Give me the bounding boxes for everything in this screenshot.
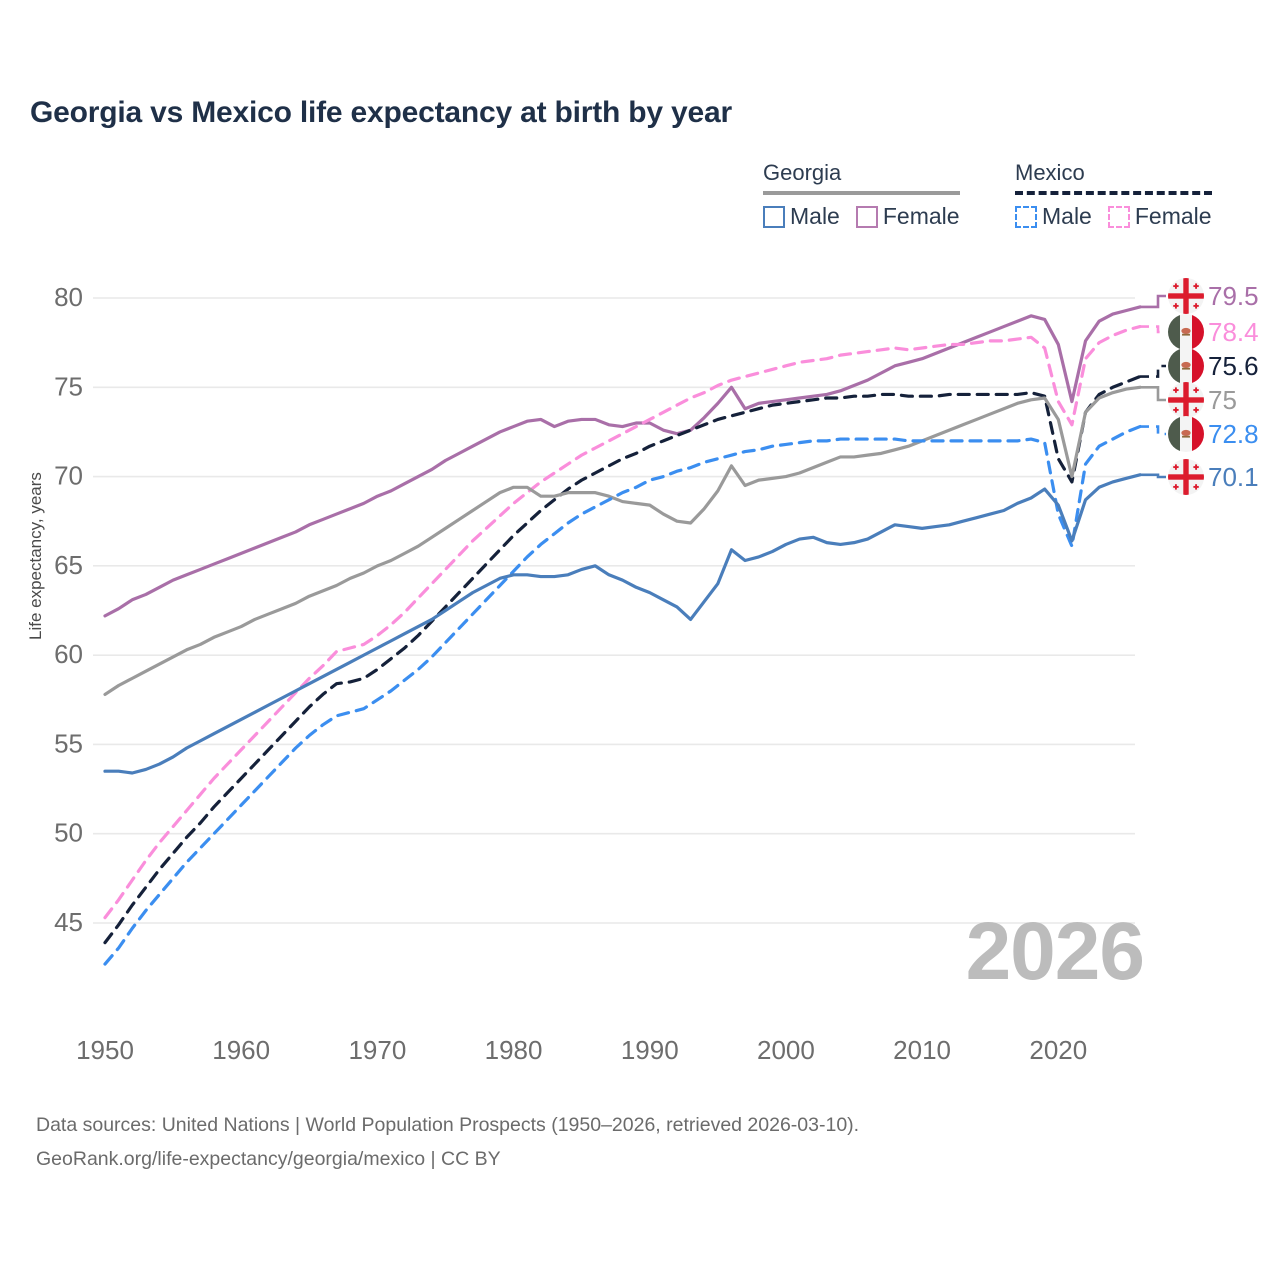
end-value-label: 70.1: [1208, 462, 1259, 492]
series-line: [103, 424, 1142, 966]
end-label-leader-line: [1140, 386, 1166, 402]
end-label-leader-line: [1140, 473, 1166, 479]
legend-item-label: Male: [1042, 203, 1092, 229]
x-axis-tick-label: 2010: [893, 1035, 951, 1060]
y-axis-tick-label: 50: [54, 818, 83, 848]
y-axis-tick-label: 80: [54, 282, 83, 312]
footer-line-1: Data sources: United Nations | World Pop…: [36, 1114, 860, 1136]
line-chart-plot: 45 50 55 60 65 70 75 80 1950 1960 1970 1980 1990 2000…: [54, 278, 1259, 1060]
end-label-leader-line: [1140, 294, 1166, 309]
x-axis-tick-label: 1980: [485, 1035, 543, 1060]
legend-group-title: Georgia: [763, 160, 842, 185]
end-value-label: 75.6: [1208, 351, 1259, 381]
chart-footer: Data sources: United Nations | World Pop…: [36, 1108, 859, 1176]
legend-item-mexico-male[interactable]: Male: [1015, 203, 1092, 230]
legend-swatch-icon: [1107, 205, 1130, 228]
series-line: [103, 374, 1142, 945]
end-label-leader-line: [1140, 364, 1166, 378]
y-axis-tick-label: 65: [54, 550, 83, 580]
end-value-label: 79.5: [1208, 281, 1259, 311]
series-line: [103, 324, 1142, 920]
x-axis-tick-label: 1960: [212, 1035, 270, 1060]
georgia-flag-icon: [1168, 382, 1204, 418]
legend-item-label: Female: [882, 203, 960, 229]
page-title: Georgia vs Mexico life expectancy at bir…: [30, 96, 732, 129]
mexico-flag-icon: [1168, 348, 1204, 384]
legend-item-label: Male: [790, 203, 840, 229]
y-axis-tick-label: 75: [54, 371, 83, 401]
end-value-label: 78.4: [1208, 317, 1259, 347]
mexico-flag-icon: [1168, 416, 1204, 452]
georgia-flag-icon: [1168, 278, 1204, 314]
legend-swatch-icon: [763, 205, 785, 228]
chart-legend: Georgia Male Female Mexico Male: [755, 160, 1255, 240]
end-label-leader-line: [1140, 325, 1166, 334]
legend-rule-mexico: [1015, 191, 1212, 195]
legend-item-georgia-male[interactable]: Male: [763, 203, 840, 230]
x-axis-tick-label: 2000: [757, 1035, 815, 1060]
end-label-leader-line: [1140, 425, 1166, 436]
x-axis-tick-label: 1950: [76, 1035, 134, 1060]
series-line: [103, 473, 1142, 775]
series-line: [103, 305, 1142, 618]
legend-swatch-icon: [855, 205, 878, 228]
footer-line-2: GeoRank.org/life-expectancy/georgia/mexi…: [36, 1148, 501, 1171]
y-axis-tick-label: 45: [54, 907, 83, 937]
georgia-flag-icon: [1168, 459, 1204, 495]
y-axis-tick-label: 60: [54, 639, 83, 669]
legend-swatch-icon: [1015, 205, 1037, 228]
y-axis-tick-label: 70: [54, 461, 83, 491]
legend-group-georgia: Georgia Male Female: [763, 160, 960, 230]
legend-group-mexico: Mexico Male Female: [1015, 160, 1212, 230]
end-value-label: 75: [1208, 385, 1237, 415]
end-value-label: 72.8: [1208, 419, 1259, 449]
legend-item-label: Female: [1134, 203, 1212, 229]
legend-rule-georgia: [763, 191, 960, 195]
x-axis-tick-label: 1970: [348, 1035, 406, 1060]
legend-item-mexico-female[interactable]: Female: [1107, 203, 1212, 230]
y-axis-title: Life expectancy, years: [26, 472, 45, 640]
legend-group-title: Mexico: [1015, 160, 1085, 185]
x-axis-tick-label: 1990: [621, 1035, 679, 1060]
y-axis-tick-label: 55: [54, 728, 83, 758]
year-watermark: 2026: [965, 906, 1145, 997]
legend-item-georgia-female[interactable]: Female: [855, 203, 960, 230]
series-line: [103, 385, 1142, 697]
x-axis-tick-label: 2020: [1029, 1035, 1087, 1060]
mexico-flag-icon: [1168, 314, 1204, 350]
